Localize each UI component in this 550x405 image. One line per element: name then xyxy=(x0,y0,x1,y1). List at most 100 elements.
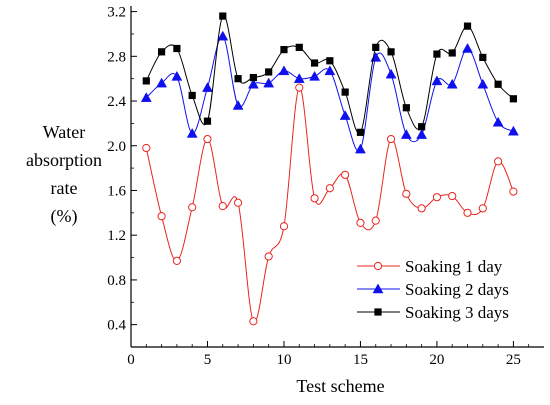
data-point-soaking-2-days xyxy=(186,127,198,138)
data-point-soaking-1-day xyxy=(188,203,197,212)
data-point-soaking-1-day xyxy=(402,189,411,198)
data-point-soaking-2-days xyxy=(492,116,504,127)
data-point-soaking-2-days xyxy=(217,30,229,41)
series-soaking-2-days xyxy=(140,30,519,154)
data-point-soaking-3-days xyxy=(509,95,518,103)
data-point-soaking-3-days xyxy=(219,12,227,20)
data-point-soaking-2-days xyxy=(431,75,443,86)
data-point-soaking-2-days xyxy=(446,78,458,89)
legend-marker-soaking-2-days xyxy=(372,283,384,294)
legend-marker-soaking-1-day xyxy=(373,261,383,271)
y-tick-label: 1.6 xyxy=(107,183,126,199)
data-point-soaking-3-days xyxy=(372,43,380,51)
data-point-soaking-3-days xyxy=(142,77,150,85)
data-point-soaking-3-days xyxy=(265,68,273,76)
data-point-soaking-1-day xyxy=(448,191,457,201)
data-point-soaking-2-days xyxy=(416,129,428,139)
data-point-soaking-2-days xyxy=(309,70,320,81)
legend-label-soaking-3-days: Soaking 3 days xyxy=(405,303,509,322)
y-tick-label: 3.2 xyxy=(107,5,126,21)
data-point-soaking-2-days xyxy=(385,68,397,79)
data-point-soaking-2-days xyxy=(355,143,366,154)
axes: 0 5 10 15 20 25 0.4 0.8 1.2 1.6 2.0 2.4 2.8 3.2 xyxy=(107,5,544,368)
data-point-soaking-3-days xyxy=(173,44,181,53)
series-layer xyxy=(140,12,519,326)
data-point-soaking-3-days xyxy=(234,75,242,83)
data-point-soaking-2-days xyxy=(156,77,168,88)
x-axis-title: Test scheme xyxy=(296,376,384,396)
data-point-soaking-2-days xyxy=(140,92,152,102)
data-point-soaking-2-days xyxy=(293,73,305,83)
x-tick-label: 10 xyxy=(276,352,291,368)
data-point-soaking-1-day xyxy=(203,134,212,144)
data-point-soaking-2-days xyxy=(278,65,290,76)
data-point-soaking-2-days xyxy=(339,110,351,120)
data-point-soaking-1-day xyxy=(157,212,166,221)
data-point-soaking-3-days xyxy=(433,50,441,58)
data-point-soaking-1-day xyxy=(341,170,350,179)
data-point-soaking-2-days xyxy=(247,78,259,89)
data-point-soaking-3-days xyxy=(295,43,303,51)
data-point-soaking-1-day xyxy=(295,83,304,92)
data-point-soaking-3-days xyxy=(356,128,365,136)
x-tick-label: 20 xyxy=(429,352,444,368)
x-tick-label: 15 xyxy=(353,352,368,368)
data-point-soaking-3-days xyxy=(188,91,196,100)
data-point-soaking-1-day xyxy=(233,198,243,207)
data-point-soaking-1-day xyxy=(172,256,181,266)
data-point-soaking-1-day xyxy=(279,222,289,231)
data-point-soaking-2-days xyxy=(232,99,244,110)
y-tick-label: 0.4 xyxy=(107,318,126,334)
data-point-soaking-1-day xyxy=(371,216,380,225)
y-tick-label: 2.8 xyxy=(107,49,126,65)
data-point-soaking-3-days xyxy=(341,88,349,96)
data-point-soaking-2-days xyxy=(263,77,275,88)
x-tick-label: 0 xyxy=(127,352,135,368)
data-point-soaking-3-days xyxy=(479,53,487,62)
data-point-soaking-3-days xyxy=(387,48,395,56)
data-point-soaking-2-days xyxy=(202,82,213,92)
data-point-soaking-3-days xyxy=(203,117,212,125)
data-point-soaking-3-days xyxy=(310,59,319,67)
data-point-soaking-2-days xyxy=(507,125,519,136)
series-soaking-3-days xyxy=(142,12,518,136)
data-point-soaking-2-days xyxy=(400,129,412,139)
data-point-soaking-1-day xyxy=(417,204,426,213)
data-point-soaking-3-days xyxy=(280,46,288,54)
data-point-soaking-3-days xyxy=(463,22,472,30)
y-tick-label: 2.0 xyxy=(107,139,126,155)
data-point-soaking-1-day xyxy=(218,202,227,211)
data-point-soaking-3-days xyxy=(326,57,334,65)
data-point-soaking-2-days xyxy=(171,70,183,81)
y-axis-title-line: Water xyxy=(43,122,86,142)
data-point-soaking-3-days xyxy=(448,49,456,57)
y-tick-label: 1.2 xyxy=(107,228,126,244)
data-point-soaking-1-day xyxy=(494,157,503,166)
data-point-soaking-1-day xyxy=(142,143,151,153)
legend-label-soaking-1-day: Soaking 1 day xyxy=(405,257,503,276)
data-point-soaking-3-days xyxy=(249,73,257,82)
x-tick-label: 25 xyxy=(506,352,521,368)
data-point-soaking-3-days xyxy=(157,48,166,56)
series-line-soaking-2-days xyxy=(145,35,514,152)
data-point-soaking-1-day xyxy=(478,204,487,213)
data-point-soaking-1-day xyxy=(463,208,472,217)
data-point-soaking-1-day xyxy=(432,193,442,202)
data-point-soaking-2-days xyxy=(324,65,336,76)
data-point-soaking-1-day xyxy=(356,218,365,227)
data-point-soaking-2-days xyxy=(370,51,382,62)
data-point-soaking-3-days xyxy=(418,123,426,131)
data-point-soaking-3-days xyxy=(402,104,410,112)
x-tick-label: 5 xyxy=(204,352,212,368)
data-point-soaking-1-day xyxy=(325,184,334,193)
legend: Soaking 1 day Soaking 2 days Soaking 3 day… xyxy=(357,257,509,322)
data-point-soaking-2-days xyxy=(477,78,489,89)
y-axis-title-line: absorption xyxy=(26,150,102,170)
y-tick-label: 0.8 xyxy=(107,273,126,289)
data-point-soaking-2-days xyxy=(462,42,473,53)
y-axis-title-line: rate xyxy=(51,178,78,198)
data-point-soaking-1-day xyxy=(310,194,319,203)
data-point-soaking-3-days xyxy=(494,80,502,88)
legend-marker-soaking-3-days xyxy=(374,308,382,316)
